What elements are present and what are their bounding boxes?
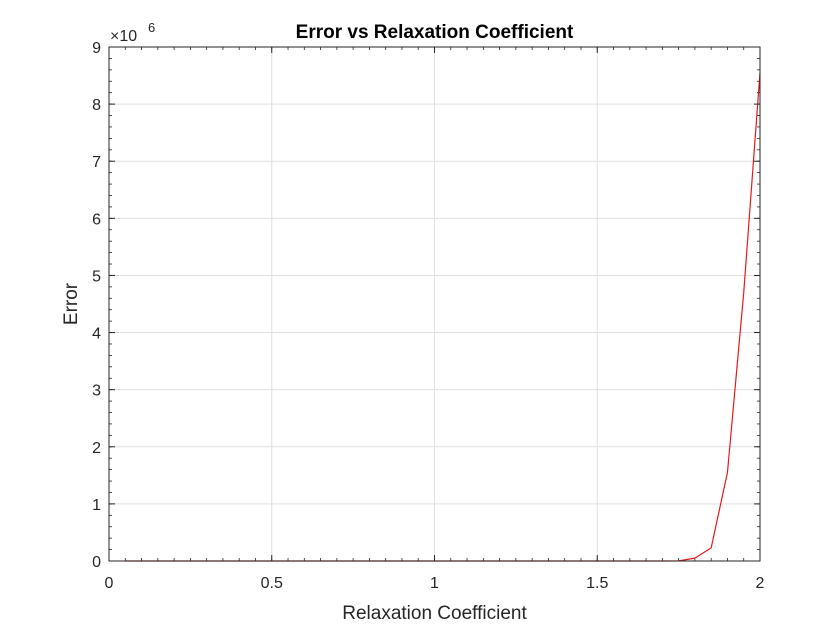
x-tick-labels: 0 0.5 1 1.5 2	[105, 575, 765, 592]
y-tick-label: 5	[92, 268, 101, 285]
x-tick-label: 0	[105, 575, 114, 592]
x-tick-label: 1	[430, 575, 439, 592]
y-tick-label: 9	[92, 40, 101, 57]
y-exponent-power: 6	[148, 20, 155, 35]
x-axis-label: Relaxation Coefficient	[342, 603, 527, 624]
y-tick-label: 2	[92, 440, 101, 457]
chart-title: Error vs Relaxation Coefficient	[296, 22, 574, 43]
major-ticks	[108, 46, 761, 562]
y-tick-label: 1	[92, 497, 101, 514]
y-tick-label: 7	[92, 154, 101, 171]
y-axis-label: Error	[61, 282, 82, 325]
y-tick-label: 3	[92, 383, 101, 400]
x-tick-label: 1.5	[586, 575, 608, 592]
y-tick-label: 6	[92, 211, 101, 228]
x-tick-label: 2	[756, 575, 765, 592]
y-tick-label: 8	[92, 97, 101, 114]
y-tick-label: 4	[92, 326, 101, 343]
x-tick-label: 0.5	[261, 575, 283, 592]
y-exponent-base: ×10	[110, 28, 137, 45]
y-tick-label: 0	[92, 554, 101, 571]
y-tick-labels: 0 1 2 3 4 5 6 7 8 9	[92, 40, 101, 571]
